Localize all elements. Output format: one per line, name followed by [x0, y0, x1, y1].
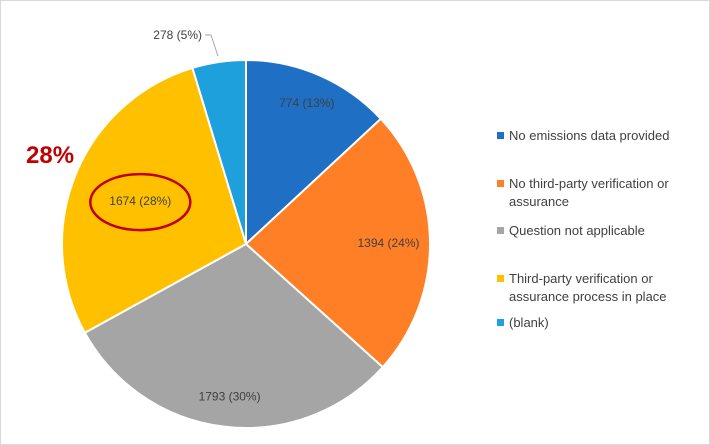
legend-entry: No third-party verification or — [509, 176, 669, 191]
pie-slice — [244, 117, 431, 369]
leader-line — [205, 34, 219, 57]
legend-swatch — [497, 132, 504, 139]
legend-entry: Question not applicable — [509, 223, 645, 238]
highlight-ellipse — [89, 172, 192, 232]
data-label: 1793 (30%) — [199, 390, 261, 404]
legend-swatch — [497, 275, 504, 282]
legend-entry: (blank) — [509, 315, 549, 330]
pie-slice — [83, 242, 385, 429]
legend: No emissions data provided No third-party… — [497, 128, 669, 330]
legend-entry: Third-party verification or — [509, 271, 653, 286]
legend-swatch — [497, 319, 504, 326]
slice-labels: 774 (13%) 1394 (24%) 1793 (30%) 1674 (28%) 2… — [109, 28, 419, 404]
data-label: 1394 (24%) — [357, 236, 419, 250]
annotation: 28% — [26, 142, 192, 232]
pie-slice — [191, 58, 247, 245]
pie-slice — [61, 66, 248, 335]
legend-entry: assurance process in place — [509, 289, 667, 304]
legend-entry: No emissions data provided — [509, 128, 669, 143]
data-label: 774 (13%) — [279, 96, 334, 110]
pie-slices — [61, 58, 431, 429]
data-label: 1674 (28%) — [109, 194, 171, 208]
callout-text: 28% — [26, 142, 74, 169]
legend-swatch — [497, 227, 504, 234]
pie-slice — [245, 58, 383, 247]
legend-swatch — [497, 180, 504, 187]
data-label: 278 (5%) — [153, 28, 202, 42]
legend-entry: assurance — [509, 194, 569, 209]
